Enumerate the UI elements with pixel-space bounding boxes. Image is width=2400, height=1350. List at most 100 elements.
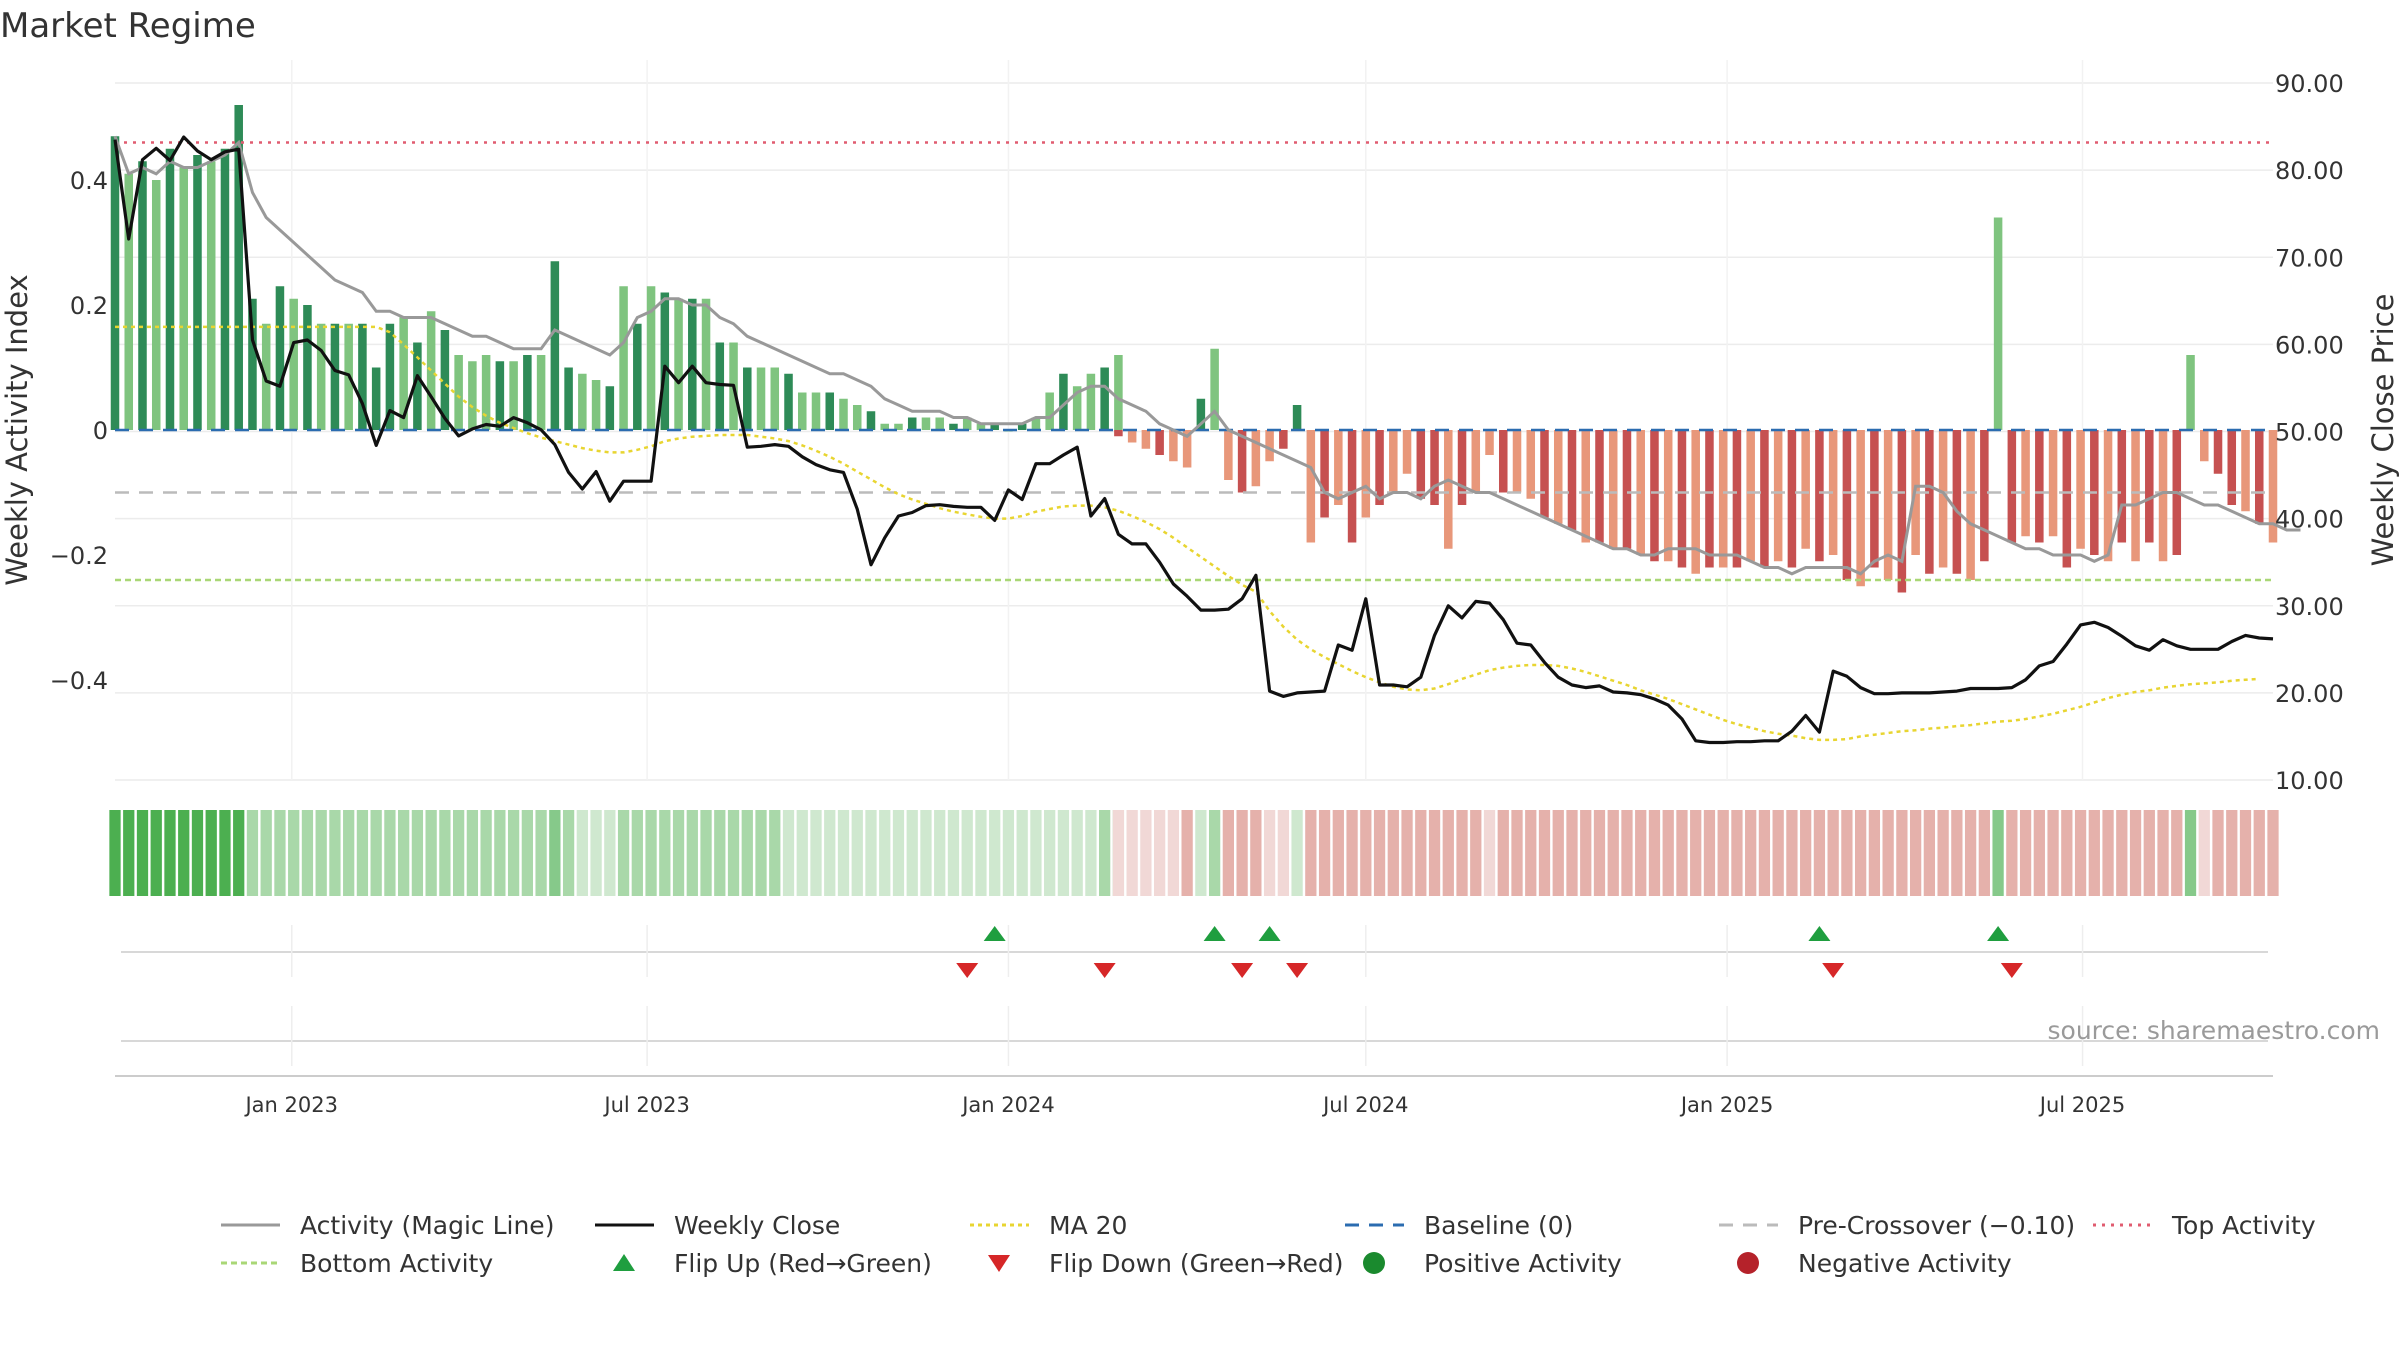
regime-cell <box>961 810 973 896</box>
regime-cell <box>1593 810 1606 896</box>
regime-cell <box>1607 810 1619 896</box>
regime-cell <box>178 810 190 896</box>
activity-bar <box>1457 430 1467 505</box>
activity-bar <box>550 261 560 430</box>
activity-bar <box>1773 430 1783 562</box>
regime-cell <box>1291 810 1303 896</box>
regime-cell <box>164 810 176 896</box>
regime-cell <box>1126 810 1138 896</box>
regime-cell <box>2019 810 2032 896</box>
y-tick-label: 0.2 <box>70 292 108 320</box>
regime-cell <box>274 810 286 896</box>
activity-bar <box>646 286 656 430</box>
flip-up-marker <box>1258 926 1281 941</box>
regime-cell <box>865 810 877 896</box>
regime-cell <box>1621 810 1633 896</box>
regime-cell <box>452 810 465 896</box>
activity-bar <box>1883 430 1893 580</box>
activity-bar <box>2103 430 2113 562</box>
regime-cell <box>123 810 135 896</box>
activity-bar <box>1402 430 1412 474</box>
activity-bar <box>1608 430 1618 549</box>
regime-cell <box>507 810 520 896</box>
regime-cell <box>1456 810 1468 896</box>
flip-down-marker <box>1286 963 1309 978</box>
activity-bar <box>1718 430 1728 568</box>
y-right-tick-label: 90.00 <box>2275 70 2344 98</box>
regime-cell <box>604 810 616 896</box>
legend-swatch <box>613 1254 635 1271</box>
activity-bar <box>1430 430 1439 505</box>
activity-bar <box>1980 430 1989 562</box>
regime-cell <box>1415 810 1427 896</box>
flip-down-marker <box>1093 963 1116 978</box>
activity-bar <box>193 155 202 430</box>
regime-cell <box>700 810 712 896</box>
regime-cell <box>1181 810 1193 896</box>
y-tick-label: −0.2 <box>50 542 108 570</box>
regime-cell <box>1044 810 1056 896</box>
legend: Activity (Magic Line) Weekly Close MA 20 Ba… <box>221 1211 2316 1278</box>
activity-bar <box>1045 392 1054 430</box>
regime-cell <box>2267 810 2279 896</box>
activity-bar <box>578 373 587 430</box>
regime-cell <box>1538 810 1551 896</box>
regime-cell <box>1085 810 1097 896</box>
regime-cell <box>370 810 382 896</box>
y-right-tick-label: 50.00 <box>2275 419 2344 447</box>
regime-cell <box>2184 810 2197 896</box>
activity-bar <box>358 323 367 430</box>
activity-bar <box>399 317 408 430</box>
activity-bar <box>1925 430 1934 574</box>
regime-cell <box>1112 810 1125 896</box>
activity-bar <box>2021 430 2030 537</box>
regime-cell <box>1992 810 2004 896</box>
regime-cell <box>1236 810 1248 896</box>
regime-cell <box>1731 810 1743 896</box>
regime-cell <box>2102 810 2114 896</box>
activity-bar <box>2062 430 2072 568</box>
regime-cell <box>2157 810 2169 896</box>
activity-bar <box>536 355 546 430</box>
regime-cell <box>1373 810 1386 896</box>
regime-cell <box>205 810 217 896</box>
activity-bar <box>839 398 848 430</box>
flip-panel <box>121 925 2268 1066</box>
activity-bar <box>303 305 312 430</box>
activity-bar <box>1526 430 1536 499</box>
activity-bar <box>1815 430 1824 562</box>
activity-bar <box>894 423 903 430</box>
regime-cell <box>384 810 396 896</box>
regime-cell <box>288 810 300 896</box>
regime-cell <box>1360 810 1372 896</box>
activity-bar <box>110 136 120 430</box>
activity-bar <box>1677 430 1687 568</box>
activity-bar <box>715 342 725 430</box>
activity-bar <box>426 311 436 430</box>
legend-label: Positive Activity <box>1424 1249 1622 1278</box>
activity-bar <box>907 417 917 430</box>
activity-bar <box>165 148 175 430</box>
activity-bar <box>468 361 477 430</box>
regime-cell <box>356 810 369 896</box>
regime-cell <box>233 810 245 896</box>
regime-cell <box>1635 810 1647 896</box>
activity-bar <box>1210 348 1219 430</box>
regime-cell <box>2006 810 2018 896</box>
regime-cell <box>672 810 685 896</box>
activity-bar <box>1059 373 1068 430</box>
activity-bar <box>2048 430 2058 537</box>
regime-cell <box>1855 810 1867 896</box>
activity-bar <box>1114 430 1123 437</box>
regime-cell <box>796 810 808 896</box>
regime-cell <box>1882 810 1894 896</box>
regime-cell <box>439 810 451 896</box>
regime-cell <box>521 810 533 896</box>
regime-cell <box>1442 810 1454 896</box>
activity-bar <box>289 298 298 430</box>
regime-cell <box>714 810 726 896</box>
activity-bar <box>1705 430 1714 568</box>
activity-bar <box>1100 367 1109 430</box>
activity-bar <box>2158 430 2168 562</box>
